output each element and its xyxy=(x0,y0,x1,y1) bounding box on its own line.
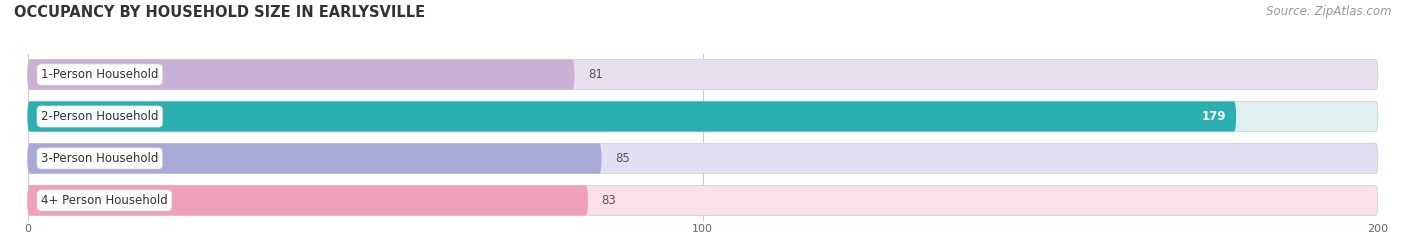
Text: 4+ Person Household: 4+ Person Household xyxy=(41,194,167,207)
Text: OCCUPANCY BY HOUSEHOLD SIZE IN EARLYSVILLE: OCCUPANCY BY HOUSEHOLD SIZE IN EARLYSVIL… xyxy=(14,5,425,20)
FancyBboxPatch shape xyxy=(28,143,1378,174)
FancyBboxPatch shape xyxy=(28,185,1378,216)
FancyBboxPatch shape xyxy=(28,59,575,90)
FancyBboxPatch shape xyxy=(28,185,588,216)
FancyBboxPatch shape xyxy=(28,101,1236,132)
Text: 1-Person Household: 1-Person Household xyxy=(41,68,159,81)
Text: 81: 81 xyxy=(588,68,603,81)
FancyBboxPatch shape xyxy=(28,59,1378,90)
Text: Source: ZipAtlas.com: Source: ZipAtlas.com xyxy=(1267,5,1392,18)
Text: 179: 179 xyxy=(1202,110,1226,123)
Text: 83: 83 xyxy=(602,194,616,207)
Text: 3-Person Household: 3-Person Household xyxy=(41,152,159,165)
FancyBboxPatch shape xyxy=(28,143,602,174)
Text: 2-Person Household: 2-Person Household xyxy=(41,110,159,123)
Text: 85: 85 xyxy=(614,152,630,165)
FancyBboxPatch shape xyxy=(28,101,1378,132)
